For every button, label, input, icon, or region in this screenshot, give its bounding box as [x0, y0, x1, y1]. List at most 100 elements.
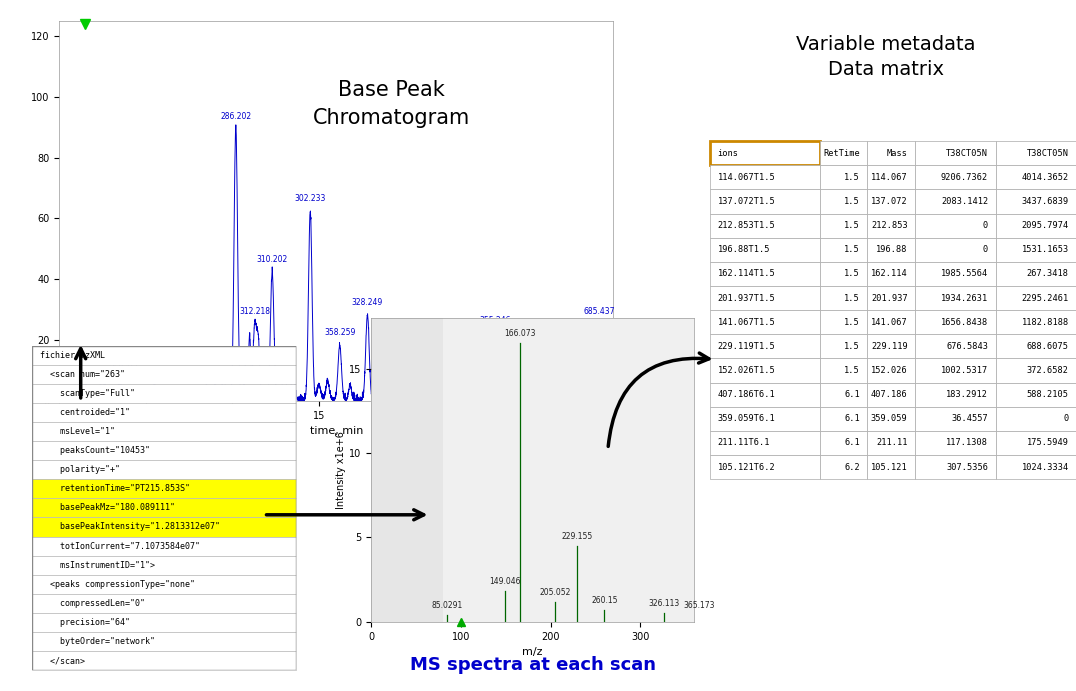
Text: Mass: Mass	[887, 149, 908, 158]
Text: 105.121T6.2: 105.121T6.2	[718, 462, 775, 471]
Bar	[710, 262, 820, 286]
Text: 9206.7362: 9206.7362	[940, 173, 988, 182]
Text: T38CT05N: T38CT05N	[946, 149, 988, 158]
Bar	[915, 165, 995, 189]
Text: 0: 0	[1063, 414, 1068, 423]
Bar	[820, 165, 867, 189]
Text: 268.155: 268.155	[110, 364, 141, 373]
Text: 2083.1412: 2083.1412	[940, 197, 988, 206]
Bar	[995, 238, 1076, 262]
Text: 358.259: 358.259	[324, 328, 355, 337]
Text: 353.268: 353.268	[514, 368, 546, 377]
Text: 152.026T1.5: 152.026T1.5	[718, 366, 775, 375]
Bar	[710, 334, 820, 359]
Bar	[32, 365, 296, 384]
Bar	[32, 518, 296, 536]
Bar	[710, 310, 820, 334]
Text: 201.937T1.5: 201.937T1.5	[718, 294, 775, 303]
Bar	[915, 455, 995, 479]
Text: 1.5: 1.5	[845, 318, 860, 327]
Text: 6.2: 6.2	[845, 462, 860, 471]
Text: 1.5: 1.5	[845, 294, 860, 303]
Text: 326.113: 326.113	[648, 599, 679, 608]
Bar	[995, 189, 1076, 214]
Text: 355.173: 355.173	[381, 337, 412, 346]
Bar	[32, 556, 296, 575]
Bar	[995, 141, 1076, 165]
Text: 0: 0	[983, 221, 988, 230]
Text: 307.5356: 307.5356	[946, 462, 988, 471]
Bar	[710, 214, 820, 238]
Bar	[32, 346, 296, 365]
Text: 137.072: 137.072	[870, 197, 908, 206]
Bar	[820, 141, 867, 165]
Bar	[710, 238, 820, 262]
Bar	[915, 214, 995, 238]
Bar	[710, 430, 820, 455]
Text: totIonCurrent="7.1073584e07": totIonCurrent="7.1073584e07"	[40, 542, 200, 551]
Bar	[867, 238, 915, 262]
Text: 312.218: 312.218	[239, 307, 270, 316]
Bar	[867, 359, 915, 383]
Bar	[710, 189, 820, 214]
Text: 302.233: 302.233	[295, 194, 326, 203]
Text: 1531.1653: 1531.1653	[1021, 245, 1068, 254]
Bar	[32, 575, 296, 594]
Bar	[710, 165, 820, 189]
Bar	[32, 613, 296, 632]
Y-axis label: Intensity x1e+6: Intensity x1e+6	[337, 431, 346, 509]
Text: 114.067T1.5: 114.067T1.5	[718, 173, 775, 182]
Text: 1.5: 1.5	[845, 197, 860, 206]
Text: 359.059T6.1: 359.059T6.1	[718, 414, 775, 423]
Text: 355.246: 355.246	[480, 316, 511, 325]
Text: </scan>: </scan>	[40, 656, 85, 665]
Bar	[32, 498, 296, 518]
Bar	[32, 441, 296, 460]
Bar	[867, 262, 915, 286]
Bar	[820, 455, 867, 479]
Text: 688.6075: 688.6075	[1027, 342, 1068, 351]
Text: 4014.3652: 4014.3652	[1021, 173, 1068, 182]
Bar	[820, 334, 867, 359]
Text: polarity="+": polarity="+"	[40, 465, 121, 474]
Text: 211.11T6.1: 211.11T6.1	[718, 438, 770, 447]
Text: msInstrumentID="1">: msInstrumentID="1">	[40, 560, 155, 569]
Text: centroided="1": centroided="1"	[40, 408, 130, 417]
Text: ions: ions	[718, 149, 738, 158]
Text: 196.88T1.5: 196.88T1.5	[718, 245, 770, 254]
Text: 183.2912: 183.2912	[946, 390, 988, 399]
Text: 1.5: 1.5	[845, 221, 860, 230]
Bar	[710, 359, 820, 383]
Text: 1024.3334: 1024.3334	[1021, 462, 1068, 471]
Text: scanType="Full": scanType="Full"	[40, 389, 136, 398]
Text: 1002.5317: 1002.5317	[940, 366, 988, 375]
Bar	[995, 334, 1076, 359]
Text: 393.21: 393.21	[141, 370, 168, 379]
Bar	[32, 651, 296, 670]
Bar	[710, 383, 820, 406]
Bar	[867, 189, 915, 214]
Bar	[995, 406, 1076, 430]
Text: 162.114: 162.114	[870, 269, 908, 278]
Text: 407.186: 407.186	[870, 390, 908, 399]
Text: compressedLen="0": compressedLen="0"	[40, 599, 145, 608]
Bar	[820, 286, 867, 310]
Text: 553.295: 553.295	[388, 361, 420, 370]
Text: 162.114T1.5: 162.114T1.5	[718, 269, 775, 278]
Text: 6.1: 6.1	[845, 438, 860, 447]
Text: 36.4557: 36.4557	[951, 414, 988, 423]
Bar	[867, 214, 915, 238]
Bar	[867, 455, 915, 479]
Bar	[32, 594, 296, 613]
Bar	[867, 383, 915, 406]
Text: 588.2105: 588.2105	[1027, 390, 1068, 399]
Bar	[995, 214, 1076, 238]
Bar	[915, 430, 995, 455]
Bar	[915, 286, 995, 310]
X-axis label: time, min: time, min	[310, 426, 363, 436]
Text: 2095.7974: 2095.7974	[1021, 221, 1068, 230]
Text: Variable metadata
Data matrix: Variable metadata Data matrix	[796, 35, 976, 79]
Bar	[915, 383, 995, 406]
Text: 212.853T1.5: 212.853T1.5	[718, 221, 775, 230]
Text: 685.437: 685.437	[583, 307, 615, 316]
